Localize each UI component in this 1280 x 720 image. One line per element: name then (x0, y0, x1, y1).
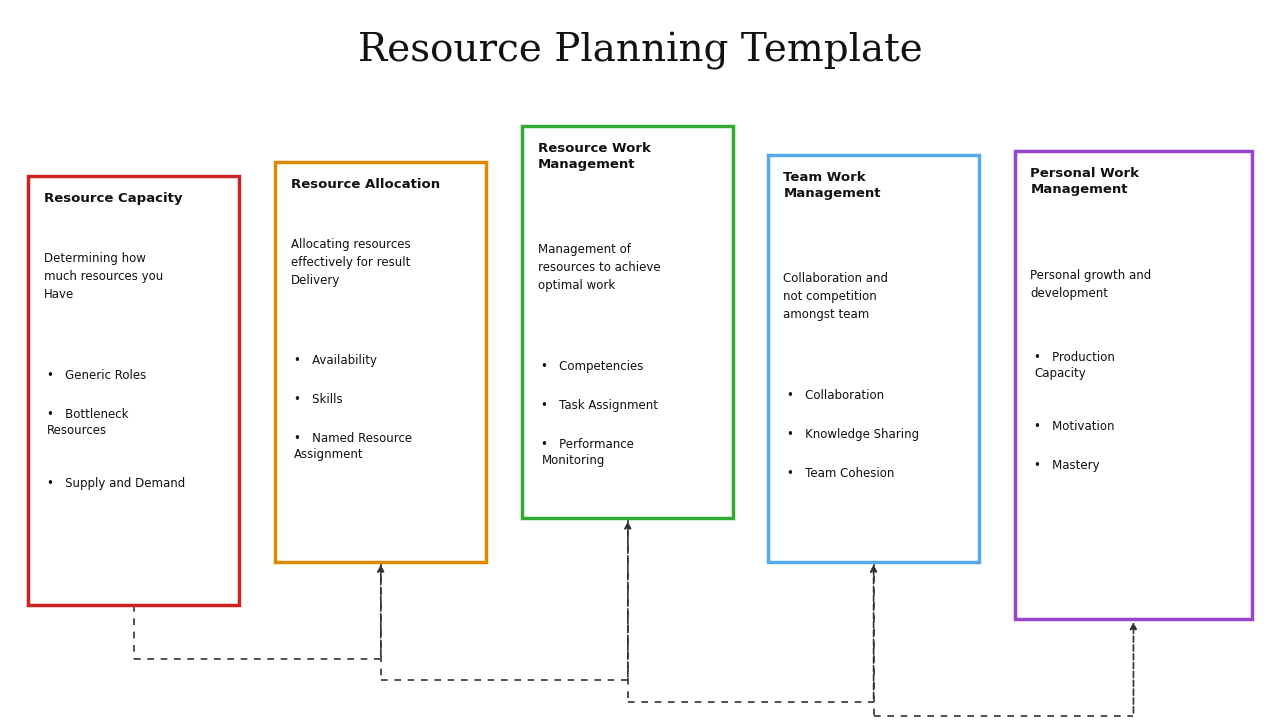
Bar (275, 162, 486, 562)
Text: •   Competencies: • Competencies (541, 360, 644, 373)
Text: •   Motivation: • Motivation (1034, 420, 1115, 433)
Text: Resource Planning Template: Resource Planning Template (357, 32, 923, 71)
Text: •   Named Resource
Assignment: • Named Resource Assignment (294, 432, 412, 461)
Text: Collaboration and
not competition
amongst team: Collaboration and not competition amongs… (783, 272, 888, 321)
Text: Determining how
much resources you
Have: Determining how much resources you Have (44, 252, 163, 301)
Text: •   Production
Capacity: • Production Capacity (1034, 351, 1115, 379)
Text: •   Bottleneck
Resources: • Bottleneck Resources (47, 408, 129, 436)
Bar (768, 155, 979, 562)
Text: Team Work
Management: Team Work Management (783, 171, 881, 199)
Text: •   Mastery: • Mastery (1034, 459, 1100, 472)
Text: •   Supply and Demand: • Supply and Demand (47, 477, 186, 490)
Text: •   Collaboration: • Collaboration (787, 389, 884, 402)
Text: •   Team Cohesion: • Team Cohesion (787, 467, 895, 480)
Text: Allocating resources
effectively for result
Delivery: Allocating resources effectively for res… (291, 238, 410, 287)
Text: •   Task Assignment: • Task Assignment (541, 399, 658, 412)
Bar (28, 176, 239, 605)
Bar (522, 126, 733, 518)
Text: Management of
resources to achieve
optimal work: Management of resources to achieve optim… (538, 243, 660, 292)
Text: Resource Work
Management: Resource Work Management (538, 142, 650, 171)
Text: •   Knowledge Sharing: • Knowledge Sharing (787, 428, 919, 441)
Text: •   Skills: • Skills (294, 393, 343, 406)
Text: Personal Work
Management: Personal Work Management (1030, 167, 1139, 196)
Text: Resource Capacity: Resource Capacity (44, 192, 182, 205)
Text: •   Generic Roles: • Generic Roles (47, 369, 147, 382)
Text: •   Availability: • Availability (294, 354, 378, 367)
Bar (1015, 151, 1252, 619)
Text: Resource Allocation: Resource Allocation (291, 178, 440, 191)
Text: •   Performance
Monitoring: • Performance Monitoring (541, 438, 635, 467)
Text: Personal growth and
development: Personal growth and development (1030, 269, 1152, 300)
